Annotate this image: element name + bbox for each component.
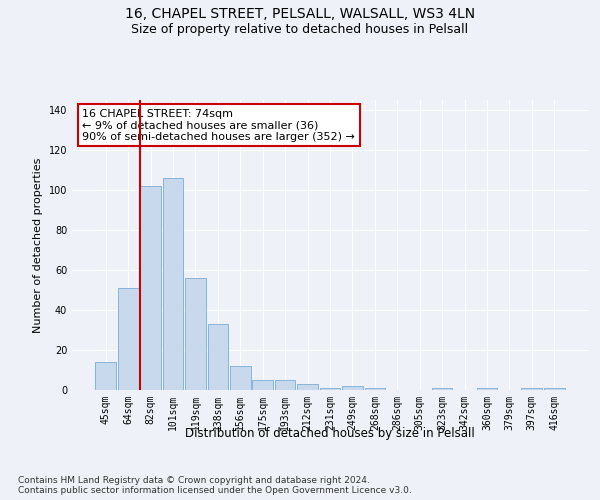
Bar — [118, 288, 139, 390]
Bar — [365, 388, 385, 390]
Bar — [342, 386, 363, 390]
Bar — [275, 380, 295, 390]
Bar — [253, 380, 273, 390]
Bar — [140, 186, 161, 390]
Text: Distribution of detached houses by size in Pelsall: Distribution of detached houses by size … — [185, 428, 475, 440]
Bar — [297, 384, 318, 390]
Bar — [230, 366, 251, 390]
Text: 16, CHAPEL STREET, PELSALL, WALSALL, WS3 4LN: 16, CHAPEL STREET, PELSALL, WALSALL, WS3… — [125, 8, 475, 22]
Bar — [185, 278, 206, 390]
Bar — [95, 362, 116, 390]
Bar — [521, 388, 542, 390]
Text: 16 CHAPEL STREET: 74sqm
← 9% of detached houses are smaller (36)
90% of semi-det: 16 CHAPEL STREET: 74sqm ← 9% of detached… — [82, 108, 355, 142]
Bar — [544, 388, 565, 390]
Bar — [320, 388, 340, 390]
Bar — [163, 178, 184, 390]
Text: Size of property relative to detached houses in Pelsall: Size of property relative to detached ho… — [131, 22, 469, 36]
Bar — [208, 324, 228, 390]
Text: Contains HM Land Registry data © Crown copyright and database right 2024.
Contai: Contains HM Land Registry data © Crown c… — [18, 476, 412, 495]
Bar — [476, 388, 497, 390]
Bar — [432, 388, 452, 390]
Y-axis label: Number of detached properties: Number of detached properties — [33, 158, 43, 332]
